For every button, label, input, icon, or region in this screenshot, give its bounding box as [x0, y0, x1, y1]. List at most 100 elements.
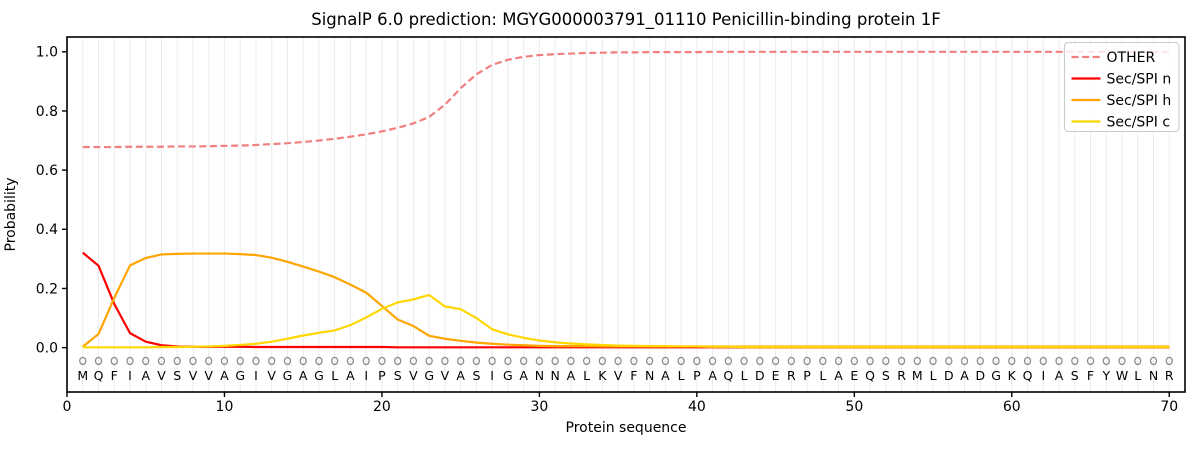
chart-title: SignalP 6.0 prediction: MGYG000003791_01… — [311, 10, 941, 30]
residue-circle-marker — [866, 356, 874, 366]
sequence-letter: S — [1071, 368, 1079, 383]
y-tick-label: 1.0 — [36, 45, 58, 61]
sequence-letter: A — [141, 368, 150, 383]
y-axis-label: Probability — [3, 177, 19, 251]
residue-circle-marker — [1023, 356, 1032, 366]
residue-circle-marker — [331, 356, 339, 366]
legend-label: Sec/SPI c — [1107, 115, 1171, 131]
x-tick-label: 40 — [688, 399, 706, 415]
sequence-letter: Q — [1023, 368, 1033, 383]
sequence-letter: A — [299, 368, 308, 383]
residue-circle-marker — [535, 356, 544, 366]
series-line-sec-spi-n — [82, 251, 1170, 349]
sequence-letter: A — [220, 368, 229, 383]
sequence-letter: G — [235, 368, 245, 383]
residue-circle-marker — [850, 356, 858, 366]
residue-circle-marker — [834, 356, 843, 366]
residue-circle-marker — [929, 356, 937, 366]
legend: OTHER Sec/SPI n Sec/SPI h Sec/SPI c — [1063, 41, 1180, 133]
residue-marker-layer — [79, 356, 1173, 366]
sequence-letter: G — [314, 368, 324, 383]
residue-circle-marker — [378, 356, 386, 366]
residue-circle-marker — [803, 356, 811, 366]
residue-circle-marker — [1071, 356, 1079, 366]
residue-circle-marker — [693, 356, 701, 366]
sequence-letter: P — [378, 368, 386, 383]
sequence-letter: Q — [94, 368, 104, 383]
residue-circle-marker — [913, 356, 921, 366]
sequence-letter: S — [173, 368, 181, 383]
sequence-letter: N — [645, 368, 654, 383]
series-line-sec-spi-h — [82, 252, 1170, 348]
residue-circle-marker — [897, 356, 906, 366]
sequence-letter: L — [741, 368, 748, 383]
residue-circle-marker — [724, 356, 732, 366]
axes-layer: 0.0 0.2 0.4 0.6 0.8 1.0 0 10 20 30 40 50 60 70 — [36, 36, 1186, 415]
sequence-letter: D — [755, 368, 765, 383]
sequence-letter: F — [1087, 368, 1094, 383]
plot-border — [66, 36, 1186, 393]
y-tick-label: 0.0 — [36, 340, 58, 356]
sequence-letter: A — [960, 368, 969, 383]
residue-circle-marker — [488, 356, 496, 366]
residue-circle-marker — [189, 356, 197, 366]
sequence-letter: L — [1134, 368, 1141, 383]
sequence-letter: P — [693, 368, 701, 383]
sequence-letter: L — [678, 368, 685, 383]
residue-circle-marker — [1086, 356, 1095, 366]
residue-circle-marker — [504, 356, 512, 366]
residue-circle-marker — [819, 356, 827, 366]
residue-circle-marker — [79, 356, 87, 366]
residue-circle-marker — [756, 356, 764, 366]
sequence-letter: A — [834, 368, 843, 383]
sequence-letter: K — [598, 368, 607, 383]
sequence-letter: M — [912, 368, 923, 383]
residue-circle-marker — [1102, 356, 1110, 366]
y-tick-label: 0.2 — [36, 281, 58, 297]
sequence-letter: I — [254, 368, 258, 383]
residue-circle-marker — [661, 356, 669, 366]
sequence-letter: R — [787, 368, 796, 383]
sequence-letter: N — [535, 368, 544, 383]
x-tick-label: 60 — [1003, 399, 1021, 415]
sequence-letter: G — [424, 368, 434, 383]
sequence-letter: P — [803, 368, 811, 383]
residue-circle-marker — [1039, 356, 1047, 366]
legend-label: OTHER — [1107, 50, 1156, 66]
sequence-letter: L — [583, 368, 590, 383]
sequence-letter: A — [456, 368, 465, 383]
sequence-letter: M — [77, 368, 88, 383]
sequence-letter: S — [882, 368, 890, 383]
x-axis-label: Protein sequence — [566, 420, 687, 436]
sequence-letter: V — [267, 368, 276, 383]
residue-circle-marker — [645, 356, 654, 366]
sequence-letter: A — [567, 368, 576, 383]
legend-label: Sec/SPI h — [1107, 93, 1172, 109]
residue-circle-marker — [992, 356, 1000, 366]
residue-circle-marker — [1134, 356, 1142, 366]
sequence-letter: A — [708, 368, 717, 383]
y-tick-label: 0.4 — [36, 222, 58, 238]
residue-circle-marker — [205, 356, 213, 366]
sequence-letter: L — [331, 368, 338, 383]
sequence-letter: V — [409, 368, 418, 383]
sequence-letter: S — [394, 368, 402, 383]
residue-circle-marker — [771, 356, 780, 366]
residue-circle-marker — [110, 356, 118, 366]
residue-circle-marker — [126, 356, 134, 366]
residue-circle-marker — [299, 356, 307, 366]
sequence-letter: L — [930, 368, 937, 383]
sequence-letter: G — [283, 368, 293, 383]
sequence-letter: A — [661, 368, 670, 383]
sequence-letter: V — [441, 368, 450, 383]
sequence-letter: R — [897, 368, 906, 383]
x-tick-label: 10 — [216, 399, 234, 415]
sequence-letter: E — [772, 368, 780, 383]
residue-circle-marker — [457, 356, 465, 366]
sequence-letter: L — [819, 368, 826, 383]
residue-circle-marker — [472, 356, 481, 366]
x-tick-label: 70 — [1160, 399, 1178, 415]
residue-circle-marker — [157, 356, 166, 366]
residue-circle-marker — [362, 356, 370, 366]
